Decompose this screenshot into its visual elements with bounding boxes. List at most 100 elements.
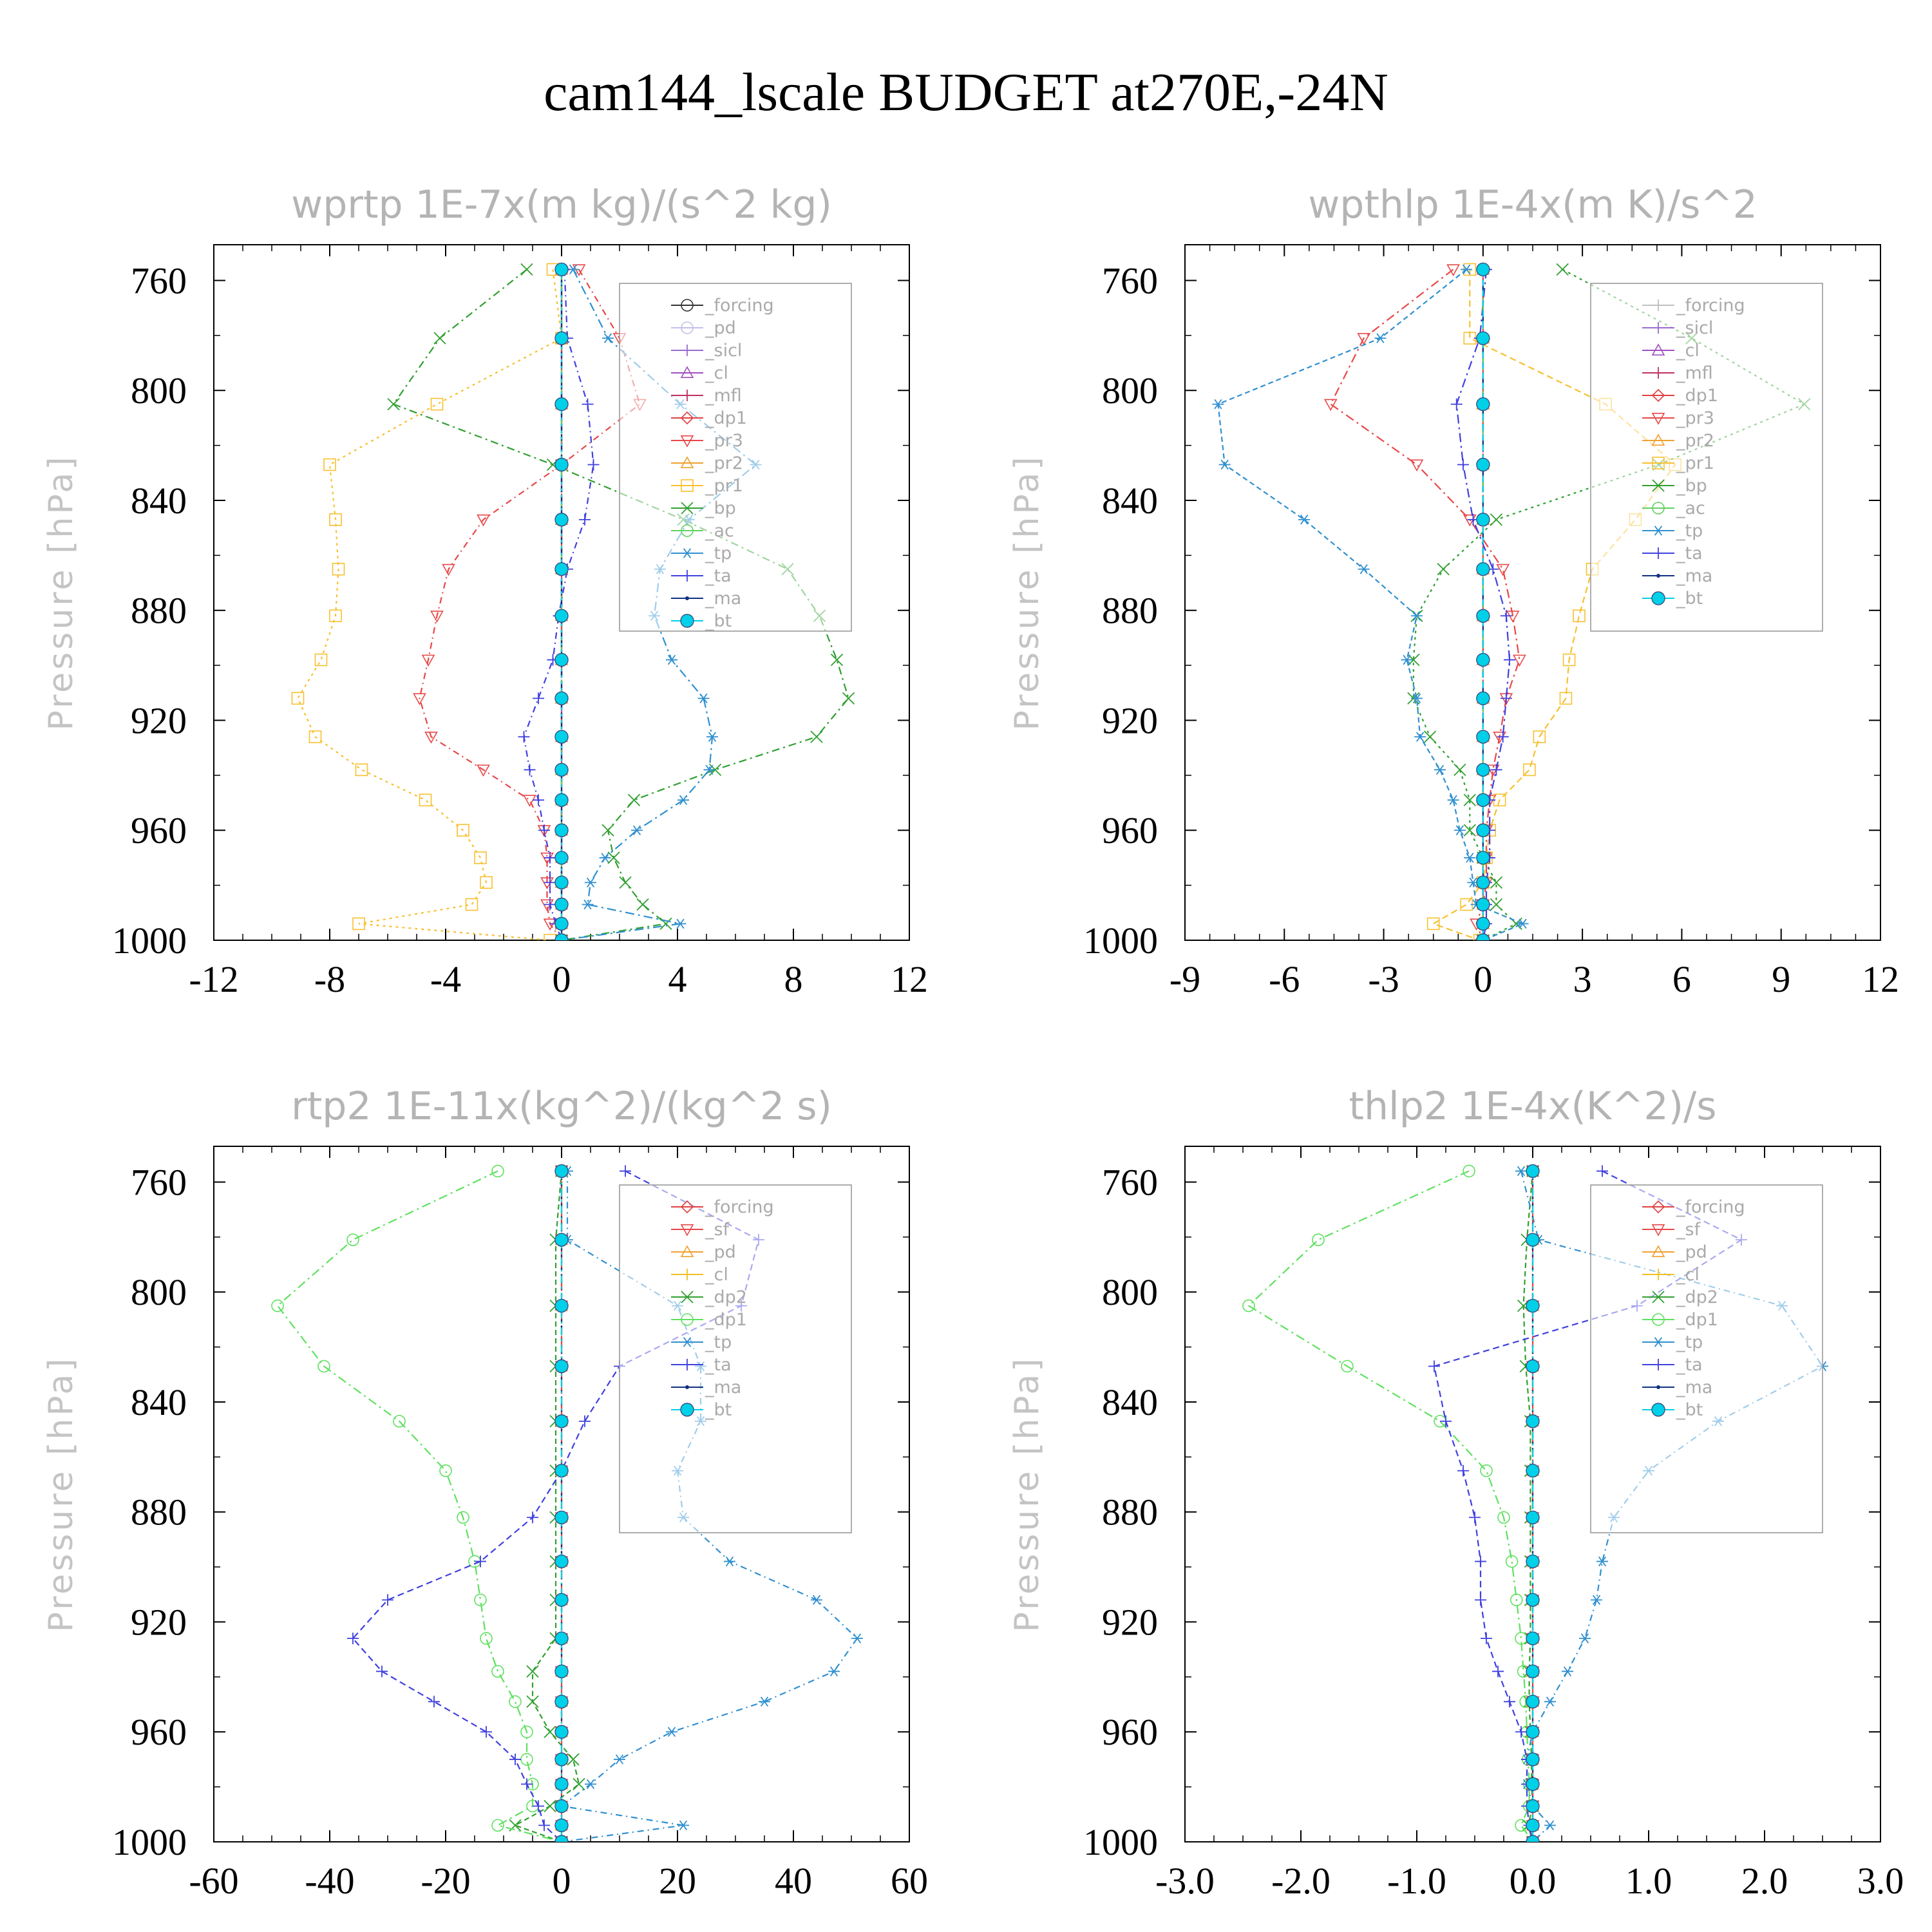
legend-marker xyxy=(1653,299,1664,311)
data-point xyxy=(1544,1820,1556,1831)
x-tick-label: -4 xyxy=(430,958,461,1000)
data-point xyxy=(554,262,569,277)
legend-marker xyxy=(1651,1200,1665,1214)
data-point xyxy=(538,1819,550,1832)
data-point xyxy=(1526,1725,1540,1739)
legend-label-sf: _sf xyxy=(705,1220,730,1240)
data-point xyxy=(346,1233,359,1246)
chart-panel-rtp2: rtp2 1E-11x(kg^2)/(kg^2 s) Pressure [hPa]… xyxy=(42,1084,928,1902)
data-point xyxy=(585,877,596,888)
legend-marker xyxy=(1652,1291,1665,1303)
data-point xyxy=(1556,263,1569,276)
data-point xyxy=(1476,652,1490,667)
legend-label-mfl: _mfl xyxy=(1676,363,1713,383)
data-point xyxy=(1358,564,1370,574)
data-point xyxy=(1476,897,1490,912)
data-point xyxy=(1463,1164,1475,1178)
y-tick-label: 800 xyxy=(131,1271,187,1313)
data-point xyxy=(457,824,469,837)
y-tick-label: 960 xyxy=(1102,1711,1158,1753)
legend-marker xyxy=(681,1337,693,1347)
legend-label-ta: _ta xyxy=(1676,1355,1703,1375)
series-dp2 xyxy=(1517,1164,1539,1842)
data-point xyxy=(323,458,336,471)
series-bt xyxy=(1526,1164,1540,1842)
data-point xyxy=(1526,1510,1540,1524)
data-point xyxy=(567,1753,580,1766)
series-line xyxy=(1217,269,1525,940)
data-point xyxy=(554,562,569,576)
y-tick-label: 920 xyxy=(131,1601,187,1643)
series-pr3 xyxy=(1323,264,1526,940)
x-tick-label: 0 xyxy=(1473,958,1492,1000)
chart-panel-thlp2: thlp2 1E-4x(K^2)/s Pressure [hPa] 760 800 84… xyxy=(1008,1084,1904,1902)
legend-marker xyxy=(1652,502,1665,515)
data-point xyxy=(544,1799,556,1813)
data-point xyxy=(1504,654,1515,666)
data-point xyxy=(1469,1511,1481,1524)
y-tick-label: 880 xyxy=(131,590,187,632)
legend-marker xyxy=(681,390,693,401)
data-point xyxy=(554,652,569,667)
x-tick-label: 3.0 xyxy=(1857,1860,1904,1902)
data-point xyxy=(526,1695,539,1708)
data-point xyxy=(439,1464,452,1477)
data-point xyxy=(1562,653,1576,667)
legend-marker xyxy=(685,1385,689,1389)
legend-label-cl: _cl xyxy=(1676,341,1700,361)
data-point xyxy=(421,654,435,667)
legend-label-dp2: _dp2 xyxy=(705,1287,747,1307)
legend-label-bt: _bt xyxy=(705,611,732,631)
data-point xyxy=(659,917,672,931)
legend-label-pr2: _pr2 xyxy=(705,453,743,473)
data-point xyxy=(1440,1415,1452,1427)
series-dp1 xyxy=(1242,1164,1539,1842)
data-point xyxy=(480,1632,493,1645)
data-point xyxy=(1454,825,1466,835)
series-line xyxy=(1522,1171,1534,1842)
data-point xyxy=(1490,876,1503,889)
data-point xyxy=(1476,730,1490,744)
x-tick-label: 12 xyxy=(891,958,928,1000)
data-point xyxy=(554,875,569,890)
legend-label-pd: _pd xyxy=(1676,1242,1707,1262)
legend-marker xyxy=(1651,343,1665,356)
data-point xyxy=(1500,610,1512,622)
data-point xyxy=(430,611,444,623)
data-point xyxy=(554,933,569,940)
data-point xyxy=(810,730,823,743)
legend-label-forcing: _forcing xyxy=(705,296,774,316)
data-point xyxy=(842,692,855,705)
data-point xyxy=(1476,609,1490,623)
data-point xyxy=(554,1631,569,1645)
data-point xyxy=(1526,1359,1540,1374)
data-point xyxy=(1596,1556,1608,1567)
legend-label-forcing: _forcing xyxy=(705,1197,774,1217)
legend-label-dp2: _dp2 xyxy=(1676,1287,1718,1307)
data-point xyxy=(1496,564,1510,576)
data-point xyxy=(1454,763,1466,776)
data-point xyxy=(554,1298,569,1313)
data-point xyxy=(1312,1233,1325,1246)
data-point xyxy=(352,917,365,931)
data-point xyxy=(1515,1726,1527,1738)
data-point xyxy=(1492,1665,1504,1678)
legend-marker xyxy=(1651,1403,1665,1417)
data-point xyxy=(724,1556,735,1567)
x-tick-label: 0 xyxy=(553,958,571,1000)
x-tick-label: -6 xyxy=(1269,958,1300,1000)
data-point xyxy=(1526,1464,1540,1478)
y-tick-label: 800 xyxy=(1102,370,1158,412)
data-point xyxy=(1526,1752,1540,1766)
legend-marker xyxy=(681,1313,694,1326)
data-point xyxy=(554,823,569,837)
y-tick-label: 960 xyxy=(1102,810,1158,851)
y-tick-label: 960 xyxy=(131,810,187,851)
data-point xyxy=(527,1511,538,1524)
series-tp xyxy=(1212,264,1529,940)
data-point xyxy=(419,793,432,807)
data-point xyxy=(430,397,444,411)
data-point xyxy=(620,1165,631,1177)
data-point xyxy=(480,876,493,889)
legend-marker xyxy=(681,321,694,334)
